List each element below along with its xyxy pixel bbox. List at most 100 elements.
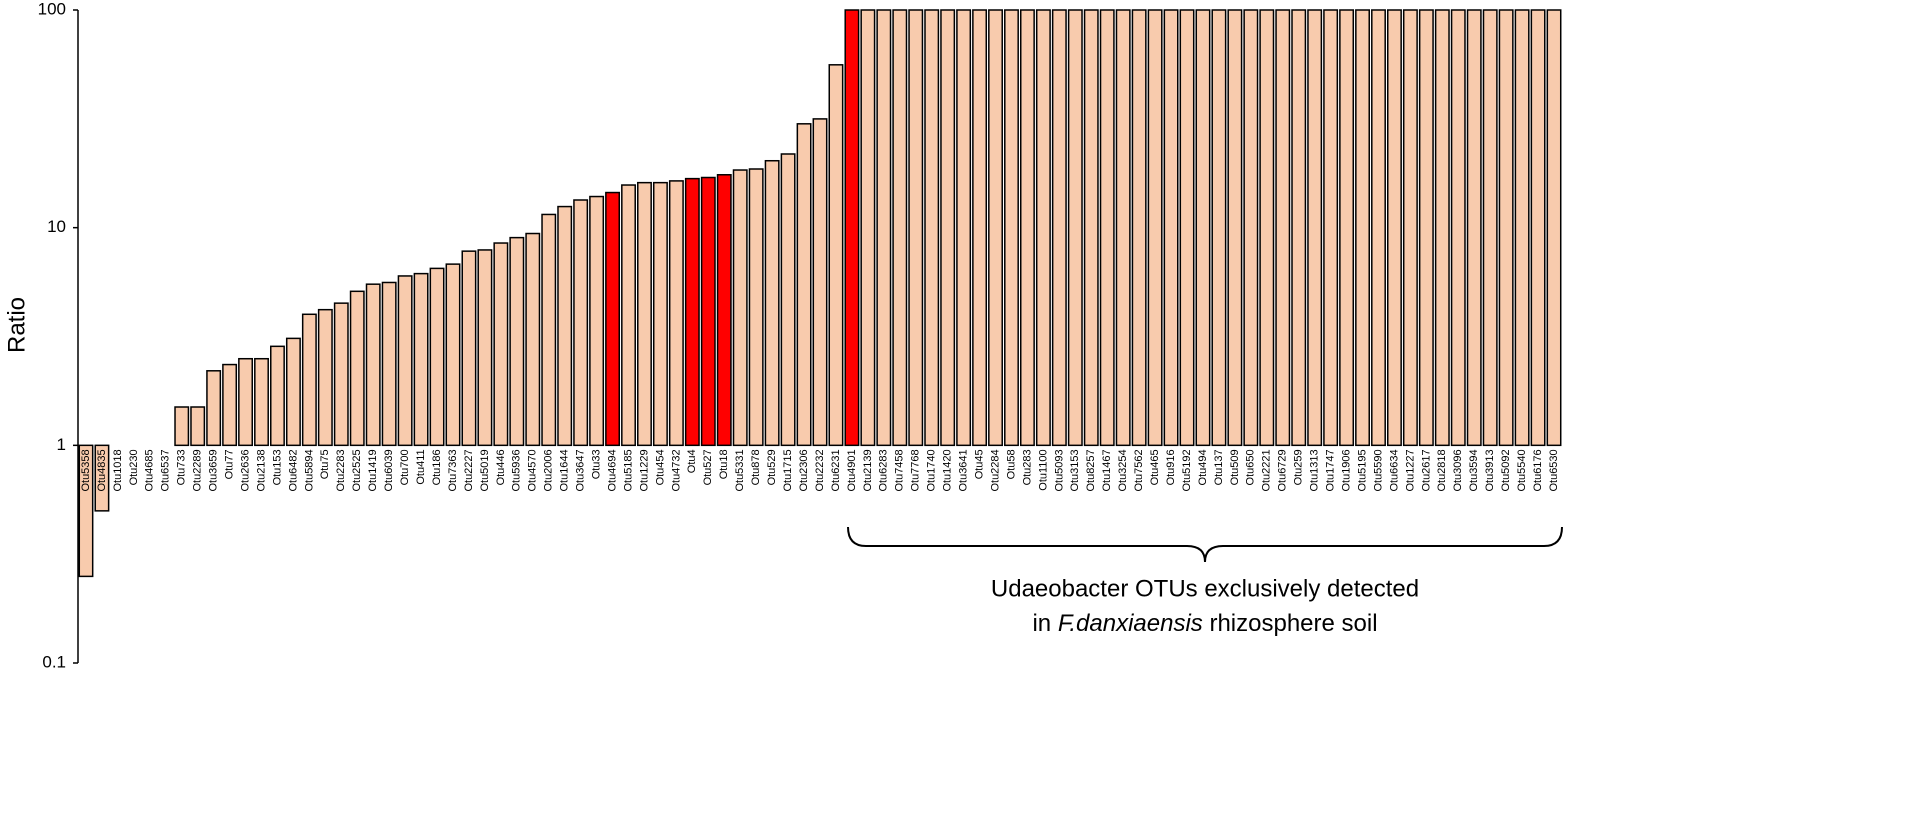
- annotation-part: rhizosphere soil: [1203, 610, 1378, 637]
- x-tick-label: Otu529: [766, 449, 778, 485]
- x-tick-label: Otu4685: [144, 449, 156, 491]
- x-tick-label: Otu1715: [782, 449, 794, 491]
- bar: [493, 242, 509, 447]
- bar: [716, 174, 732, 447]
- bar: [924, 9, 940, 447]
- bar: [684, 177, 700, 447]
- bar: [637, 181, 652, 447]
- x-tick-label: Otu2221: [1261, 449, 1273, 491]
- x-tick-label: Otu77: [223, 449, 235, 479]
- bar: [860, 9, 876, 447]
- bar: [1211, 9, 1227, 447]
- bar: [190, 406, 206, 447]
- x-tick-label: Otu7562: [1133, 449, 1145, 491]
- x-tick-label: Otu6231: [830, 449, 842, 491]
- x-tick-label: Otu6482: [287, 449, 299, 491]
- annotation-part: in: [1032, 610, 1057, 637]
- x-tick-label: Otu6537: [160, 449, 172, 491]
- x-tick-label: Otu4732: [670, 449, 682, 491]
- bar: [1179, 9, 1195, 447]
- bar: [748, 168, 764, 447]
- bar: [652, 181, 668, 447]
- x-tick-label: Otu4570: [527, 449, 539, 491]
- x-tick-label: Otu2284: [989, 449, 1001, 491]
- bar: [397, 275, 413, 447]
- bar: [796, 123, 812, 447]
- bar: [1163, 9, 1179, 447]
- x-tick-label: Otu5590: [1372, 449, 1384, 491]
- bar: [1339, 9, 1355, 447]
- x-tick-label: Otu650: [1245, 449, 1257, 485]
- x-tick-label: Otu4901: [846, 449, 858, 491]
- x-tick-label: Otu2617: [1420, 449, 1432, 491]
- brace: [847, 526, 1563, 563]
- x-tick-label: Otu18: [718, 449, 730, 479]
- x-tick-label: Otu494: [1197, 449, 1209, 485]
- x-tick-label: Otu3153: [1069, 449, 1081, 491]
- x-tick-label: Otu733: [176, 449, 188, 485]
- bar: [1131, 9, 1147, 447]
- y-tick-label: 100: [38, 0, 66, 18]
- x-tick-label: Otu5331: [734, 449, 746, 491]
- x-tick-label: Otu1420: [942, 449, 954, 491]
- x-tick-label: Otu5195: [1356, 449, 1368, 491]
- bar: [429, 267, 445, 447]
- bar: [541, 213, 557, 447]
- x-tick-label: Otu2289: [192, 449, 204, 491]
- x-tick-label: Otu6176: [1532, 449, 1544, 491]
- bar: [1514, 9, 1530, 447]
- x-tick-label: Otu3913: [1484, 449, 1496, 491]
- x-tick-label: Otu916: [1165, 449, 1177, 485]
- x-tick-label: Otu700: [399, 449, 411, 485]
- bar: [1067, 9, 1083, 447]
- x-tick-label: Otu3594: [1468, 449, 1480, 491]
- x-tick-label: Otu527: [702, 449, 714, 485]
- x-tick-label: Otu446: [495, 449, 507, 485]
- x-tick-label: Otu137: [1213, 449, 1225, 485]
- x-tick-label: Otu1747: [1325, 449, 1337, 491]
- bar: [1227, 9, 1243, 447]
- x-tick-label: Otu7363: [447, 449, 459, 491]
- x-tick-label: Otu6530: [1548, 449, 1560, 491]
- x-tick-label: Otu454: [654, 449, 666, 485]
- bar: [1275, 9, 1291, 447]
- bar: [908, 9, 924, 447]
- bar: [956, 9, 972, 447]
- bar: [621, 184, 636, 447]
- bar: [1147, 9, 1163, 447]
- bar: [445, 263, 461, 447]
- x-tick-label: Otu1313: [1309, 449, 1321, 491]
- bar: [988, 9, 1003, 447]
- bar: [381, 281, 397, 447]
- bar: [461, 250, 477, 447]
- x-tick-label: Otu2139: [862, 449, 874, 491]
- bar: [1115, 9, 1131, 447]
- bar: [1546, 9, 1562, 447]
- x-tick-label: Otu7768: [910, 449, 922, 491]
- x-tick-label: Otu878: [750, 449, 762, 485]
- bar: [1450, 9, 1466, 447]
- x-tick-label: Otu153: [271, 449, 283, 485]
- bar: [413, 272, 429, 447]
- bar: [317, 308, 333, 447]
- bar: [174, 406, 190, 447]
- x-tick-label: Otu5358: [80, 449, 92, 491]
- x-tick-label: Otu5192: [1181, 449, 1193, 491]
- bar: [876, 9, 892, 447]
- bar: [1418, 9, 1434, 447]
- x-tick-label: Otu4694: [606, 449, 618, 491]
- x-tick-label: Otu1644: [559, 449, 571, 491]
- bar: [238, 357, 254, 447]
- x-tick-label: Otu2306: [798, 449, 810, 491]
- x-tick-label: Otu1419: [367, 449, 379, 491]
- bar: [573, 199, 589, 447]
- bar: [1466, 9, 1482, 447]
- y-tick-label: 10: [47, 217, 66, 236]
- x-tick-label: Otu6039: [383, 449, 395, 491]
- bar: [972, 9, 988, 447]
- bar: [605, 191, 621, 447]
- x-tick-label: Otu45: [973, 449, 985, 479]
- bar: [349, 290, 365, 447]
- bar: [1083, 9, 1099, 447]
- bar: [812, 118, 828, 447]
